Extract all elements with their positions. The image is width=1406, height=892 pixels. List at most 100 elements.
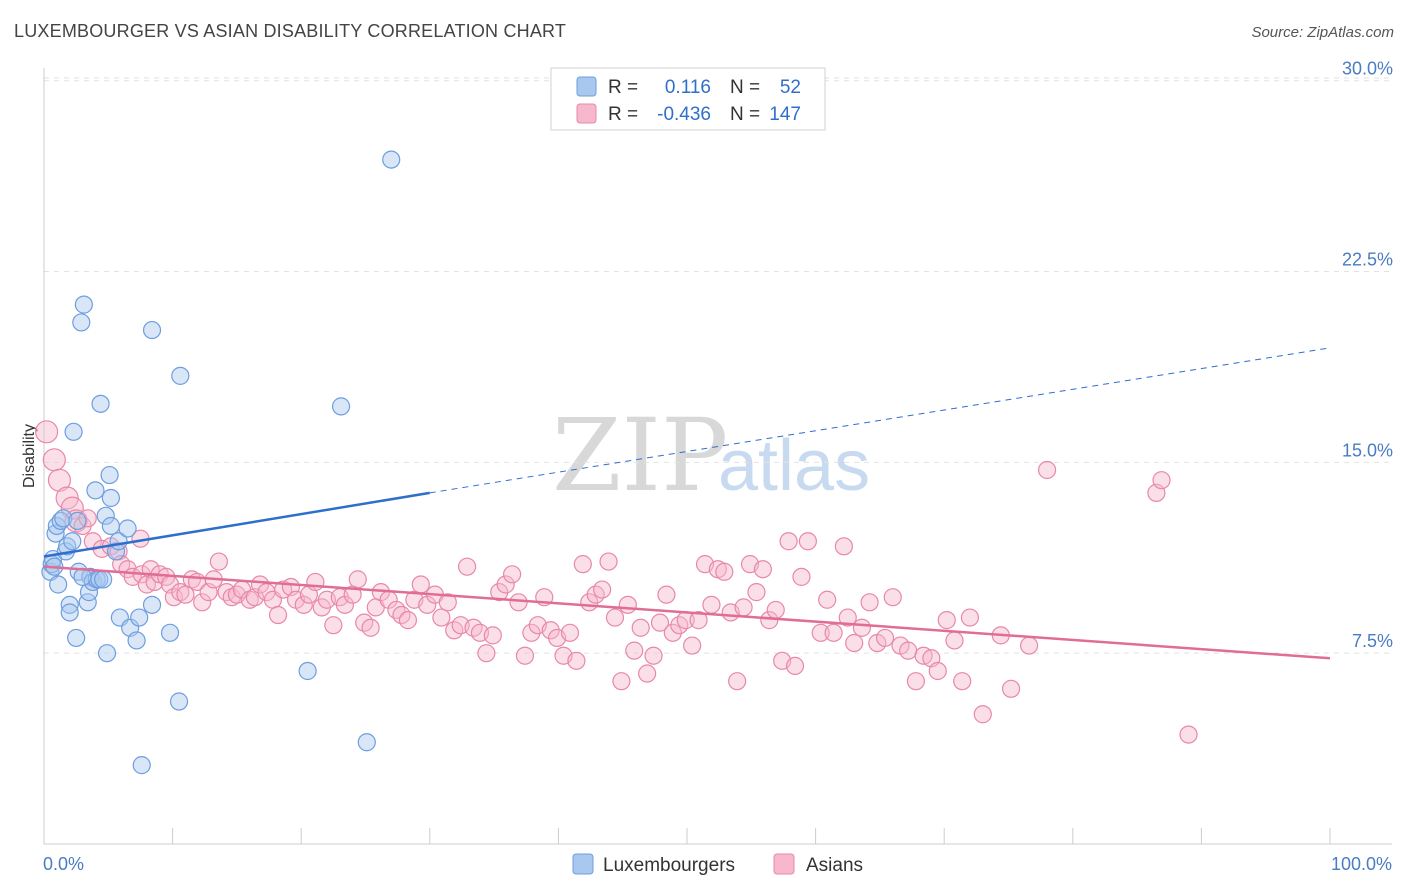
luxembourger-point [100, 465, 119, 485]
asian-point [411, 575, 430, 594]
legend-n-label: N = [730, 104, 760, 125]
asian-point [798, 532, 817, 551]
asian-point [240, 590, 259, 609]
legend-r-value: -0.436 [657, 104, 711, 125]
asian-point [560, 623, 580, 642]
legend-n-value: 52 [780, 77, 801, 98]
luxembourger-point [171, 366, 190, 385]
asian-point [792, 567, 811, 586]
asian-point [715, 562, 734, 581]
asian-point [361, 618, 380, 637]
asian-point [348, 570, 367, 589]
luxembourger-point [382, 150, 401, 169]
luxembourger-point [58, 537, 77, 556]
luxembourger-point [54, 509, 73, 528]
luxembourger-trend-line [43, 491, 431, 558]
asian-point [625, 641, 644, 660]
asian-point [899, 641, 918, 660]
asian-point [457, 557, 477, 576]
x-tick-label-min: 0.0% [43, 854, 84, 874]
asian-point [945, 631, 964, 650]
luxembourger-point [60, 595, 79, 614]
asian-point [734, 598, 753, 617]
legend-swatch-luxembourgers [576, 76, 597, 97]
asian-point [728, 672, 747, 691]
luxembourger-point [94, 570, 113, 589]
watermark-zip: ZIP [552, 397, 728, 514]
asian-point [222, 588, 241, 607]
asian-trend-line [43, 565, 1331, 660]
series-label-asians: Asians [806, 855, 863, 876]
asian-point [209, 552, 228, 571]
asian-point [335, 595, 355, 614]
asian-point [42, 448, 66, 472]
legend-swatch-asians [576, 103, 597, 124]
asian-point [1179, 725, 1198, 744]
x-tick-label-max: 100.0% [1331, 854, 1392, 874]
asian-point [503, 565, 522, 584]
asian-point [438, 593, 457, 612]
asian-point [268, 605, 288, 625]
asian-point [824, 623, 843, 642]
luxembourger-point [86, 481, 105, 500]
luxembourger-point [118, 519, 137, 538]
luxembourger-trend-extension [429, 347, 1331, 494]
legend-n-value: 147 [769, 104, 801, 125]
asian-point [875, 628, 895, 648]
asian-point [766, 600, 785, 620]
asian-point [883, 588, 902, 607]
asian-point [811, 623, 830, 642]
legend-r-label: R = [608, 104, 638, 125]
asian-point [477, 644, 496, 663]
asian-point [567, 651, 586, 670]
luxembourger-point [142, 320, 162, 340]
y-tick-label: 30.0% [1342, 59, 1393, 79]
asian-point [418, 595, 437, 614]
asian-point [960, 608, 980, 627]
stats-legend-box [550, 67, 826, 131]
source-credit: Source: ZipAtlas.com [1251, 24, 1394, 41]
x-ticks [172, 828, 1331, 844]
asian-point [432, 608, 451, 627]
asian-point [171, 583, 190, 602]
series-label-luxembourgers: Luxembourgers [603, 855, 735, 876]
luxembourger-point [101, 516, 120, 536]
asian-point [631, 618, 650, 637]
trend-lines [43, 347, 1331, 660]
asian-point [387, 600, 406, 620]
luxembourger-point [127, 631, 146, 650]
asian-point [34, 420, 59, 444]
luxembourger-point [298, 661, 317, 681]
luxembourger-point [357, 733, 376, 752]
asian-point [650, 613, 670, 632]
asian-point [1037, 460, 1057, 480]
asian-point [753, 560, 772, 579]
luxembourger-point [72, 313, 91, 332]
asian-point [250, 575, 270, 594]
asian-point [522, 623, 541, 642]
asian-point [176, 585, 195, 604]
luxembourger-point [63, 532, 82, 551]
asian-point [638, 664, 657, 683]
asian-point [483, 626, 502, 645]
asian-point [834, 537, 853, 556]
asian-point [509, 593, 528, 612]
asian-point [1019, 636, 1039, 655]
y-tick-label: 22.5% [1342, 250, 1393, 270]
asian-point [663, 623, 682, 642]
luxembourger-point [142, 595, 162, 614]
asian-point [47, 468, 72, 492]
asian-point [683, 636, 702, 655]
series-swatch-asians [773, 853, 795, 875]
asian-point [182, 570, 201, 589]
stats-legend: R = 0.116 N = 52 R = -0.436 N = 147 [550, 67, 826, 131]
asian-point [928, 661, 947, 681]
luxembourger-point [74, 295, 93, 314]
luxembourger-point [101, 488, 120, 508]
luxembourger-point [97, 644, 117, 663]
luxembourger-point [91, 394, 110, 413]
series-legend: Luxembourgers Asians [572, 853, 863, 876]
asian-point [689, 611, 708, 630]
y-tick-labels: 7.5% 15.0% 22.5% 30.0% [1342, 59, 1393, 651]
